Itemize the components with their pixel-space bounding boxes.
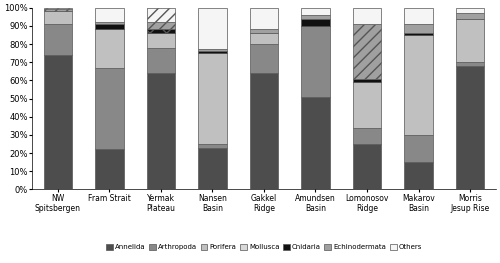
Bar (353, 79, 381, 82)
Bar (44, 24, 72, 55)
Bar (250, 8, 278, 29)
Bar (44, 9, 72, 11)
Bar (95, 149, 124, 189)
Bar (353, 82, 381, 128)
Bar (44, 8, 72, 9)
Bar (353, 8, 381, 24)
Legend: Annelida, Arthropoda, Porifera, Mollusca, Cnidaria, Echinodermata, Others: Annelida, Arthropoda, Porifera, Mollusca… (105, 244, 423, 251)
Bar (250, 44, 278, 73)
Bar (456, 66, 484, 189)
Bar (95, 29, 124, 68)
Bar (146, 8, 175, 22)
Bar (146, 48, 175, 73)
Bar (302, 26, 330, 97)
Bar (353, 128, 381, 144)
Bar (198, 51, 226, 53)
Bar (456, 8, 484, 13)
Bar (456, 13, 484, 19)
Bar (146, 73, 175, 189)
Bar (404, 33, 432, 35)
Bar (44, 11, 72, 24)
Bar (44, 55, 72, 189)
Bar (353, 24, 381, 79)
Bar (302, 15, 330, 19)
Bar (250, 33, 278, 44)
Bar (198, 8, 226, 49)
Bar (146, 33, 175, 48)
Bar (95, 8, 124, 22)
Bar (404, 162, 432, 189)
Bar (302, 19, 330, 26)
Bar (456, 62, 484, 66)
Bar (146, 29, 175, 33)
Bar (250, 29, 278, 33)
Bar (95, 24, 124, 29)
Bar (198, 49, 226, 51)
Bar (456, 19, 484, 62)
Bar (302, 8, 330, 15)
Bar (250, 73, 278, 189)
Bar (404, 24, 432, 33)
Bar (95, 68, 124, 149)
Bar (198, 144, 226, 148)
Bar (302, 97, 330, 189)
Bar (353, 144, 381, 189)
Bar (404, 8, 432, 24)
Bar (198, 148, 226, 189)
Bar (95, 22, 124, 24)
Bar (404, 135, 432, 162)
Bar (146, 22, 175, 29)
Bar (198, 53, 226, 144)
Bar (404, 35, 432, 135)
